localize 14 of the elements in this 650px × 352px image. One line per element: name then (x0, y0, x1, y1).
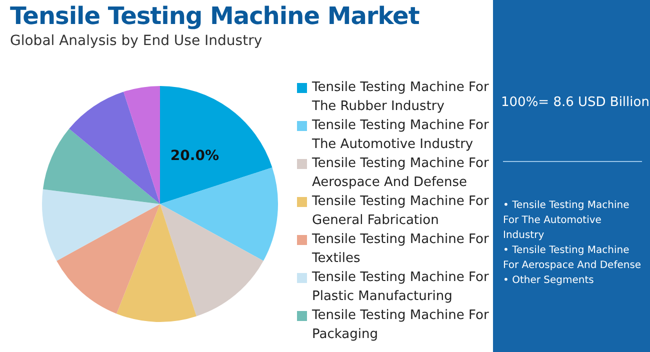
text: • Other Segments (503, 274, 595, 288)
chart-title: Tensile Testing Machine Market (10, 2, 420, 30)
legend-label: Tensile Testing Machine For Plastic Manufacturing (311, 269, 490, 306)
legend-label: Tensile Testing Machine For The Automotive Industry (311, 117, 490, 154)
legend-label: Tensile Testing Machine For General Fabrication (311, 193, 490, 230)
text: 100%= 8.6 USD Billion (501, 95, 650, 110)
chart-subtitle: Global Analysis by End Use Industry (10, 33, 262, 49)
text: • Tensile Testing Machine For The Automotive Industry (503, 199, 630, 243)
legend-label: Tensile Testing Machine For The Rubber Industry (311, 79, 490, 116)
data-label: 20.0% (170, 148, 219, 164)
legend-label: Tensile Testing Machine For Textiles (311, 231, 490, 268)
legend-label: Tensile Testing Machine For Packaging (311, 307, 490, 344)
text: • Tensile Testing Machine For Aerospace And Defense (503, 244, 642, 273)
legend-label: Tensile Testing Machine For Aerospace And Defense (311, 155, 490, 192)
